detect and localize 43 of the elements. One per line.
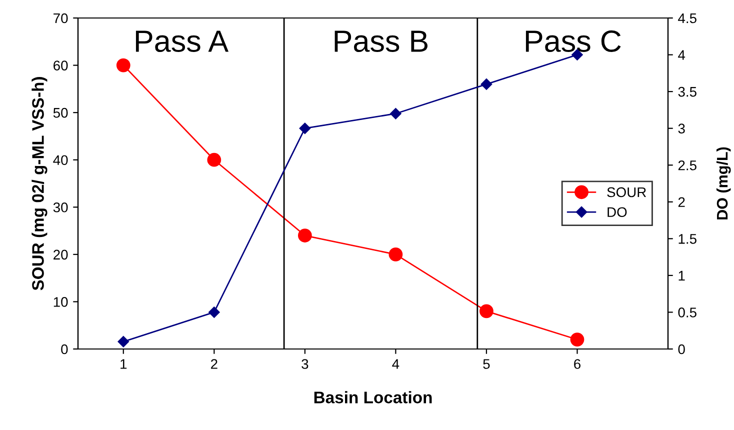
x-axis-title: Basin Location (314, 391, 432, 404)
point (298, 228, 312, 242)
y2-tick-label: 0.5 (678, 308, 696, 318)
point (116, 58, 130, 72)
point (207, 152, 222, 167)
point (388, 247, 403, 262)
y-tick-label: 40 (53, 155, 68, 166)
y-tick-label: 0 (61, 344, 68, 354)
y2-tick-label: 3 (678, 124, 685, 134)
y-tick-label: 10 (54, 297, 68, 307)
legend-label: SOUR (607, 187, 646, 198)
x-tick-label: 4 (392, 359, 400, 369)
y-tick-label: 20 (54, 250, 68, 260)
point (390, 108, 402, 120)
y2-tick-label: 4.5 (678, 13, 696, 24)
point (570, 332, 584, 346)
point (480, 78, 492, 90)
y2-tick-label: 4 (678, 50, 686, 60)
y-tick-label: 50 (53, 108, 68, 118)
x-tick-label: 5 (483, 359, 490, 369)
x-tick-label: 2 (210, 359, 218, 369)
y2-tick-label: 2 (678, 197, 685, 207)
y-tick-label: 70 (54, 13, 68, 24)
y2-tick-label: 0 (678, 344, 685, 354)
y2-tick-label: 2.5 (678, 160, 696, 170)
point (208, 306, 220, 318)
y-tick-label: 30 (53, 202, 68, 212)
y2-tick-label: 1 (678, 270, 685, 280)
point (118, 336, 129, 348)
legend-label: DO (608, 207, 627, 218)
y-axis-title: SOUR (mg 02/ g-ML VSS-h) (32, 77, 48, 290)
x-tick-label: 1 (120, 359, 127, 369)
annotation: Pass B (334, 30, 428, 52)
annotation: Pass A (136, 30, 229, 52)
annotation: Pass C (526, 30, 621, 52)
x-tick-label: 3 (302, 359, 308, 369)
x-tick-label: 6 (574, 359, 580, 369)
point (480, 304, 494, 318)
point (299, 122, 311, 134)
y2-axis-title: DO (mg/L) (716, 147, 731, 220)
y2-tick-label: 3.5 (678, 86, 696, 97)
y2-tick-label: 1.5 (678, 234, 696, 244)
y-tick-label: 60 (54, 60, 68, 70)
